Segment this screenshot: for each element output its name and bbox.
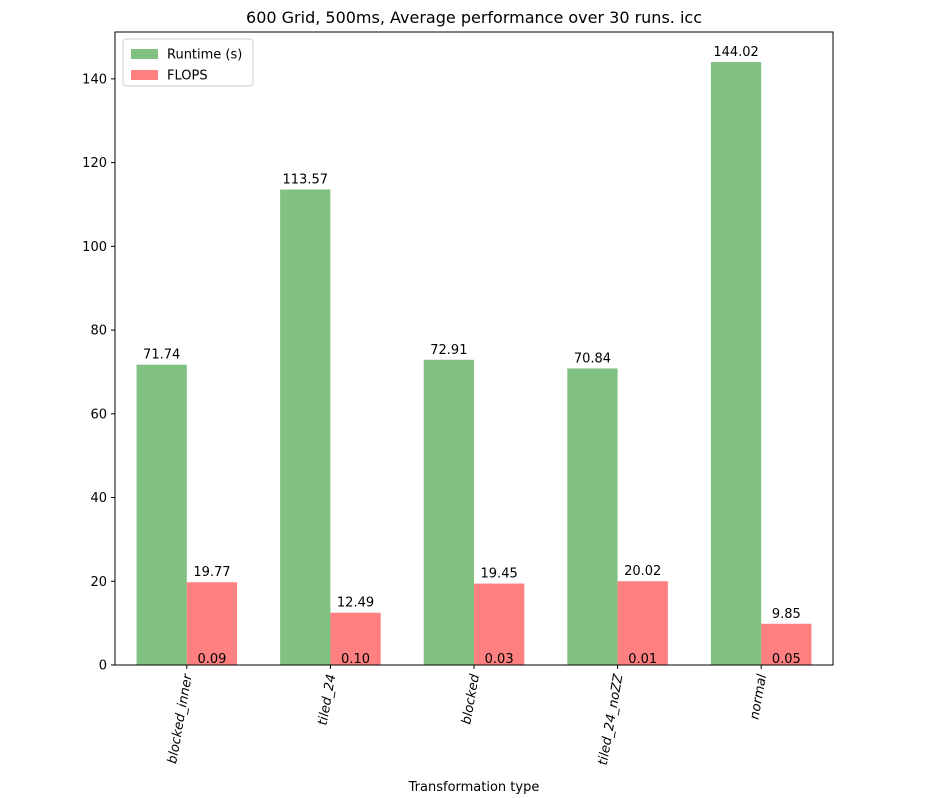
bar-secondary-label: 0.10	[341, 652, 370, 667]
legend-entry-label: Runtime (s)	[167, 48, 242, 63]
bar-secondary-label: 0.09	[197, 652, 226, 667]
y-tick-label: 60	[90, 407, 107, 422]
bar-value-label: 9.85	[772, 607, 801, 622]
x-tick-label: tiled_24	[316, 673, 340, 726]
y-tick-label: 100	[82, 240, 107, 255]
x-axis-label: Transformation type	[408, 780, 540, 795]
bar	[330, 612, 381, 665]
bar	[567, 368, 618, 665]
x-tick-label: tiled_24_noZZ	[596, 672, 627, 766]
bar-secondary-label: 0.03	[485, 652, 514, 667]
bar	[423, 359, 474, 665]
bar-value-label: 20.02	[624, 564, 661, 579]
bar-secondary-label: 0.05	[772, 652, 801, 667]
bar-value-label: 144.02	[713, 45, 759, 60]
bar	[136, 364, 187, 665]
bar-value-label: 19.77	[193, 565, 230, 580]
bar	[186, 582, 238, 665]
legend-swatch	[131, 70, 158, 80]
y-tick-label: 0	[99, 659, 107, 674]
bar-value-label: 70.84	[574, 351, 611, 366]
bar-value-label: 12.49	[337, 596, 374, 611]
bar-secondary-label: 0.01	[628, 652, 657, 667]
bar-value-label: 19.45	[481, 567, 518, 582]
bar-value-label: 113.57	[283, 173, 329, 188]
chart-title: 600 Grid, 500ms, Average performance ove…	[246, 8, 702, 27]
y-tick-label: 20	[90, 575, 107, 590]
bar	[710, 62, 762, 665]
x-tick-label: blocked_inner	[165, 671, 196, 765]
bar	[617, 581, 668, 665]
legend: Runtime (s) FLOPS	[122, 38, 254, 87]
bar	[761, 623, 812, 665]
y-tick-label: 80	[90, 324, 107, 339]
bar-value-label: 71.74	[143, 348, 180, 363]
plot-frame	[114, 31, 834, 666]
bar-value-label: 72.91	[430, 343, 467, 358]
legend-swatch	[131, 49, 158, 59]
y-tick-label: 40	[90, 491, 107, 506]
bar	[474, 583, 525, 665]
legend-entry-label: FLOPS	[167, 69, 208, 84]
bar	[280, 189, 331, 665]
x-tick-label: blocked	[459, 672, 483, 725]
y-tick-label: 140	[82, 72, 107, 87]
y-tick-label: 120	[82, 156, 107, 171]
x-tick-label: normal	[747, 673, 770, 721]
